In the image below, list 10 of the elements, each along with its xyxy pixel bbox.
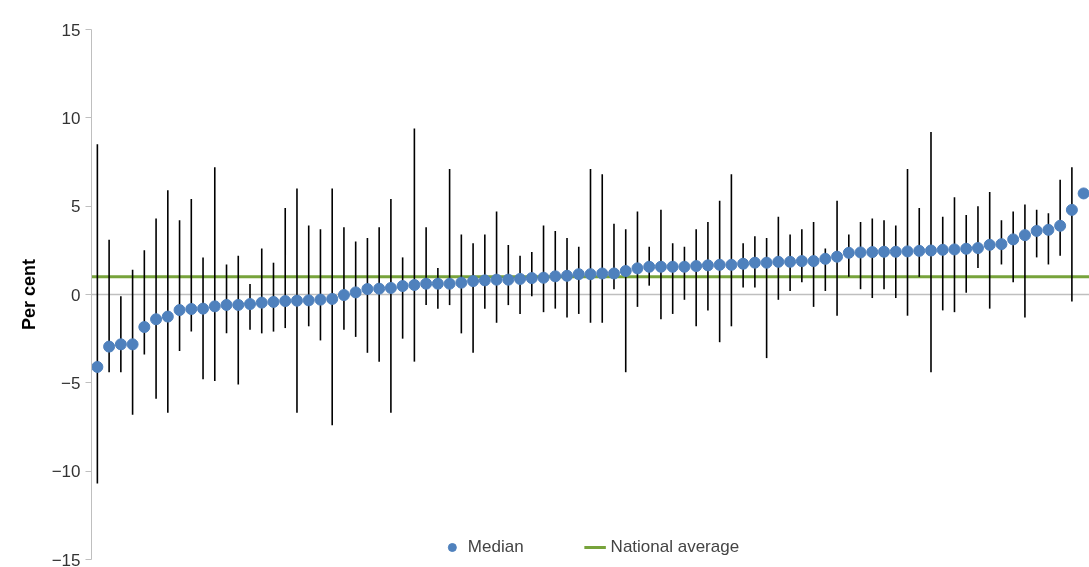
y-tick-label: 0 (71, 285, 81, 305)
y-tick-label: 5 (71, 197, 81, 217)
y-tick-label: −10 (51, 462, 81, 482)
y-tick-label: 15 (61, 20, 81, 40)
y-tick-label: −15 (51, 550, 81, 567)
y-axis-title: Per cent (18, 258, 39, 331)
y-tick-label: −5 (61, 373, 81, 393)
legend-label: Median (467, 537, 524, 557)
y-tick-label: 10 (61, 108, 81, 128)
legend-label: National average (610, 537, 740, 557)
